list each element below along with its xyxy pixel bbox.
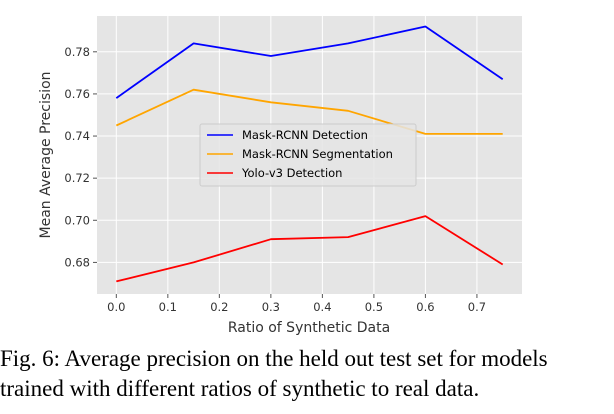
series-lines xyxy=(115,25,504,283)
series-line-yolo-v3-detection xyxy=(116,215,504,283)
x-tick-label: 0.5 xyxy=(365,300,383,314)
legend: Mask-RCNN Detection Mask-RCNN Segmentati… xyxy=(199,123,417,187)
x-tick-label: 0.6 xyxy=(416,300,434,314)
line-chart: 0.0 0.1 0.2 0.3 0.4 0.5 0.6 0.7 0.68 0.70 0.72 0.7… xyxy=(38,16,522,336)
series-line-mask-rcnn-detection xyxy=(115,25,504,99)
y-tick-label: 0.68 xyxy=(64,255,90,269)
x-tick-label: 0.0 xyxy=(107,300,125,314)
x-tick-label: 0.4 xyxy=(313,300,331,314)
figure-caption: Fig. 6: Average precision on the held ou… xyxy=(0,344,614,404)
y-axis-label: Mean Average Precision xyxy=(38,71,54,238)
x-tick-label: 0.7 xyxy=(468,300,486,314)
series-line-mask-rcnn-segmentation xyxy=(115,88,503,135)
y-tick-label: 0.72 xyxy=(64,171,90,185)
legend-box xyxy=(199,123,417,187)
x-tick-label: 0.3 xyxy=(262,300,280,314)
caption-line-1: Fig. 6: Average precision on the held ou… xyxy=(0,346,548,371)
x-tick-label: 0.1 xyxy=(159,300,177,314)
y-tick-label: 0.78 xyxy=(64,45,90,59)
x-tick-label: 0.2 xyxy=(210,300,228,314)
caption-line-2: trained with different ratios of synthet… xyxy=(0,376,480,401)
legend-label-mask-rcnn-segmentation: Mask-RCNN Segmentation xyxy=(242,147,393,161)
y-axis-ticks: 0.68 0.70 0.72 0.74 0.76 0.78 xyxy=(64,45,97,269)
y-tick-label: 0.74 xyxy=(64,129,90,143)
legend-label-mask-rcnn-detection: Mask-RCNN Detection xyxy=(242,128,368,142)
x-axis-label: Ratio of Synthetic Data xyxy=(228,320,390,336)
legend-label-yolo-v3-detection: Yolo-v3 Detection xyxy=(241,166,342,180)
y-tick-label: 0.70 xyxy=(64,213,90,227)
x-axis-ticks: 0.0 0.1 0.2 0.3 0.4 0.5 0.6 0.7 xyxy=(107,294,486,314)
y-tick-label: 0.76 xyxy=(64,87,90,101)
